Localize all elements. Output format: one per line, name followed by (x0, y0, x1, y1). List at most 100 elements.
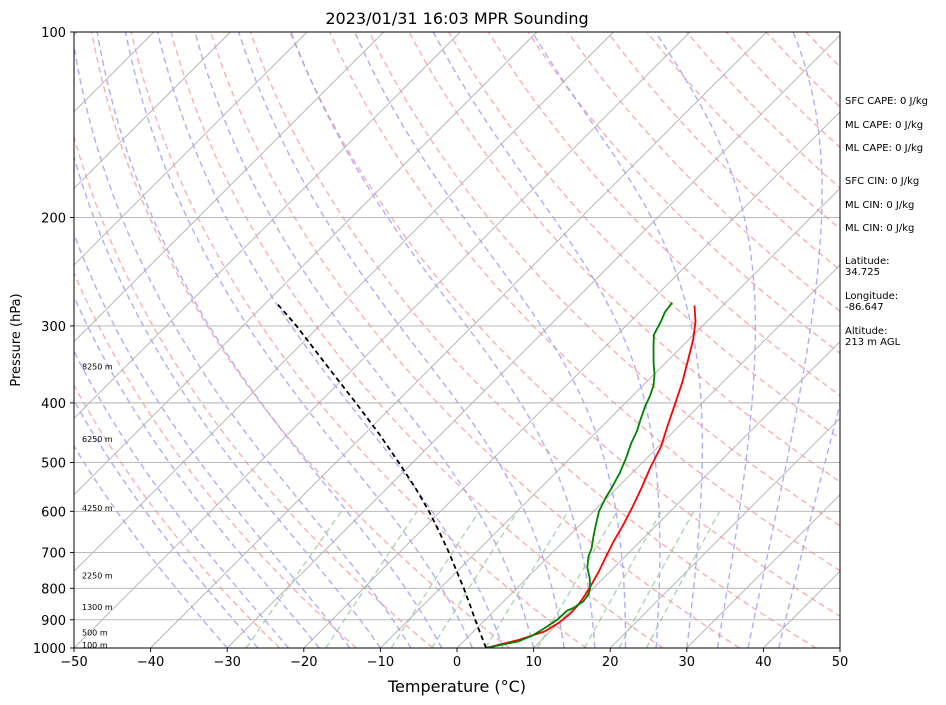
y-tick-label: 200 (41, 211, 66, 226)
moist-adiabat (354, 32, 627, 648)
moist-adiabat (74, 154, 381, 648)
dry-adiabat (329, 32, 840, 572)
isotherm (686, 494, 840, 648)
dry-adiabat (408, 32, 840, 483)
y-axis-label: Pressure (hPa) (9, 293, 24, 386)
dewpoint-profile (485, 302, 673, 648)
moist-adiabat (74, 444, 228, 648)
dry-adiabat (289, 32, 840, 618)
x-tick-label: −20 (290, 655, 317, 670)
moist-adiabat (124, 32, 473, 648)
moist-adiabat (74, 398, 259, 648)
y-tick-label: 900 (41, 614, 66, 629)
y-tick-label: 700 (41, 547, 66, 562)
dry-adiabat (170, 32, 664, 648)
side-stats: SFC CAPE: 0 J/kg ML CAPE: 0 J/kg ML CAPE: … (845, 96, 928, 348)
moist-adiabat (238, 32, 565, 648)
height-label: 4250 m (82, 504, 113, 513)
side-stat-text: Longitude: (845, 291, 898, 302)
moist-adiabat (74, 232, 351, 648)
dry-adiabat (74, 271, 357, 648)
moist-adiabat (96, 32, 443, 648)
moist-adiabat (157, 32, 504, 648)
y-axis-ticks: 1000 900 800 700 600 500 400 300 200 100 (33, 26, 74, 657)
moist-adiabat (432, 32, 661, 648)
x-tick-label: 50 (832, 655, 849, 670)
x-tick-label: 10 (525, 655, 542, 670)
y-tick-label: 800 (41, 582, 66, 597)
isotherm (456, 264, 840, 648)
dry-adiabat (209, 32, 740, 648)
height-label: 2250 m (82, 572, 113, 581)
y-tick-label: 400 (41, 397, 66, 412)
x-tick-label: −50 (60, 655, 87, 670)
dry-adiabat (368, 32, 840, 527)
isotherm (380, 187, 840, 648)
moist-adiabat (778, 401, 840, 648)
x-tick-label: −40 (137, 655, 164, 670)
y-tick-label: 600 (41, 505, 66, 520)
y-tick-label: 500 (41, 457, 66, 472)
mixing-ratio-line (245, 510, 342, 648)
side-stat-text: Altitude: (845, 326, 887, 337)
moist-adiabat (531, 32, 704, 648)
height-label: 100 m (82, 641, 108, 650)
isotherm (74, 32, 691, 648)
dry-adiabat (448, 32, 840, 440)
profile-lines (277, 302, 697, 648)
x-tick-label: 20 (602, 655, 619, 670)
isotherm (74, 32, 384, 343)
side-stat-text: 213 m AGL (845, 337, 901, 348)
y-tick-label: 100 (41, 26, 66, 41)
dry-adiabat (74, 384, 281, 648)
dry-adiabat (487, 32, 840, 397)
x-tick-label: 30 (679, 655, 696, 670)
height-label: 6250 m (82, 435, 113, 444)
moist-adiabat (290, 32, 596, 648)
dry-adiabat (567, 32, 840, 313)
isotherm (0, 32, 1, 648)
mixing-ratio-line (645, 510, 721, 648)
plot-frame (73, 31, 841, 649)
side-stat-text: SFC CAPE: 0 J/kg (845, 96, 928, 107)
x-tick-label: −10 (367, 655, 394, 670)
mixing-ratio-line (583, 510, 663, 648)
isotherm (74, 32, 538, 496)
side-stat-text: ML CAPE: 0 J/kg (845, 143, 923, 154)
x-axis-ticks: −50 −40 −30 −20 −10 0 10 20 30 40 50 (60, 648, 848, 670)
parcel-profile (277, 304, 487, 648)
moist-adiabat (194, 32, 535, 648)
dry-adiabat (249, 32, 817, 648)
isotherm (226, 34, 840, 648)
chart-title: 2023/01/31 16:03 MPR Sounding (325, 9, 588, 28)
dry-adiabat (527, 32, 840, 355)
isotherm (533, 340, 840, 648)
side-stat-text: -86.647 (845, 302, 884, 313)
moist-adiabat (655, 32, 756, 648)
height-label: 1300 m (82, 603, 113, 612)
dry-adiabat (130, 32, 587, 648)
side-stat-text: ML CIN: 0 J/kg (845, 223, 914, 234)
side-stat-text: Latitude: (845, 256, 890, 267)
isotherm (74, 32, 614, 573)
height-label: 8250 m (82, 362, 113, 371)
isotherm (303, 111, 840, 648)
dry-adiabat (74, 134, 434, 648)
pressure-gridlines (74, 216, 840, 621)
x-tick-label: −30 (213, 655, 240, 670)
mixing-ratio-line (484, 510, 569, 648)
height-labels: 100 m 500 m 1300 m 2250 m 4250 m 6250 m 8250 m (82, 362, 113, 650)
temperature-profile (485, 305, 697, 648)
dry-adiabat (90, 32, 510, 648)
moist-adiabat (74, 41, 412, 648)
moist-adiabat (747, 32, 823, 648)
isotherm (74, 32, 231, 190)
x-tick-label: 0 (453, 655, 461, 670)
y-tick-label: 300 (41, 320, 66, 335)
side-stat-text: 34.725 (845, 267, 880, 278)
side-stat-text: ML CAPE: 0 J/kg (845, 120, 923, 131)
side-stat-text: ML CIN: 0 J/kg (845, 200, 914, 211)
isotherm (150, 32, 767, 648)
isotherm (609, 417, 840, 648)
